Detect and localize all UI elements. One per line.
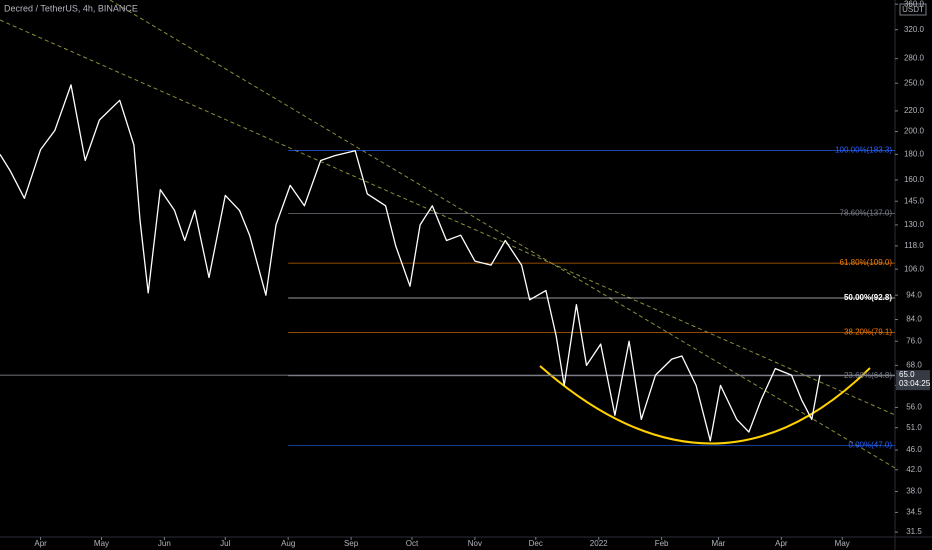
x-tick-label: May bbox=[835, 539, 850, 548]
trendline bbox=[109, 0, 896, 469]
price-tag-value: 65.0 bbox=[899, 370, 915, 379]
x-tick-label: Feb bbox=[655, 539, 669, 548]
y-tick-label: 118.0 bbox=[904, 241, 924, 250]
y-tick-label: 130.0 bbox=[904, 220, 925, 229]
x-tick-label: Jul bbox=[220, 539, 230, 548]
y-tick-label: 320.0 bbox=[904, 25, 925, 34]
marks: 100.00%(183.3) 78.60%(137.0) 61.80%(109.0)… bbox=[0, 84, 895, 450]
y-tick-label: 200.0 bbox=[904, 127, 925, 136]
y-tick-label: 250.0 bbox=[904, 78, 925, 87]
y-tick-label: 280.0 bbox=[904, 54, 925, 63]
currency: USDT bbox=[902, 5, 924, 14]
fib-label: 78.60%(137.0) bbox=[840, 209, 893, 218]
x-tick-label: Aug bbox=[281, 539, 295, 548]
y-tick-label: 31.5 bbox=[906, 527, 922, 536]
x-tick-label: Dec bbox=[529, 539, 543, 548]
x-tick-label: May bbox=[94, 539, 109, 548]
y-tick-label: 34.5 bbox=[906, 508, 922, 517]
fib-label: 50.00%(92.8) bbox=[844, 293, 892, 302]
y-tick-label: 46.0 bbox=[906, 445, 922, 454]
x-tick-label: Nov bbox=[468, 539, 482, 548]
y-tick-label: 220.0 bbox=[904, 106, 925, 115]
trendline bbox=[0, 19, 896, 416]
y-tick-label: 106.0 bbox=[904, 264, 925, 273]
y-tick-label: 76.0 bbox=[906, 336, 922, 345]
price-line bbox=[0, 84, 821, 442]
y-tick-label: 56.0 bbox=[906, 403, 922, 412]
currency-box bbox=[899, 3, 927, 16]
x-tick-label: Mar bbox=[712, 539, 726, 548]
fib-label: 61.80%(109.0) bbox=[840, 258, 893, 267]
price-tag bbox=[896, 370, 930, 391]
x-tick-label: Jun bbox=[158, 539, 171, 548]
y-tick-label: 180.0 bbox=[904, 150, 925, 159]
x-tick-label: 2022 bbox=[590, 539, 608, 548]
x-tick-label: Apr bbox=[775, 539, 788, 548]
y-tick-label: 84.0 bbox=[906, 315, 922, 324]
y-tick-label: 38.0 bbox=[906, 487, 922, 496]
y-tick-label: 360.0 bbox=[904, 0, 925, 8]
y-tick-label: 42.0 bbox=[906, 465, 922, 474]
fib-label: 0.00%(47.0) bbox=[848, 441, 892, 450]
fib-label: 100.00%(183.3) bbox=[835, 146, 892, 155]
y-tick-label: 51.0 bbox=[906, 423, 922, 432]
fib-label: 38.20%(79.1) bbox=[844, 328, 892, 337]
price-tag-countdown: 03:04:25 bbox=[899, 379, 931, 388]
chart-title: Decred / TetherUS, 4h, BINANCE bbox=[4, 3, 138, 13]
y-tick-label: 68.0 bbox=[906, 360, 922, 369]
y-tick-label: 145.0 bbox=[904, 196, 925, 205]
y-tick-label: 160.0 bbox=[904, 175, 925, 184]
x-tick-label: Apr bbox=[34, 539, 47, 548]
x-tick-label: Oct bbox=[406, 539, 419, 548]
arc-drawing bbox=[539, 365, 871, 445]
x-tick-label: Sep bbox=[344, 539, 359, 548]
y-tick-label: 94.0 bbox=[906, 290, 922, 299]
